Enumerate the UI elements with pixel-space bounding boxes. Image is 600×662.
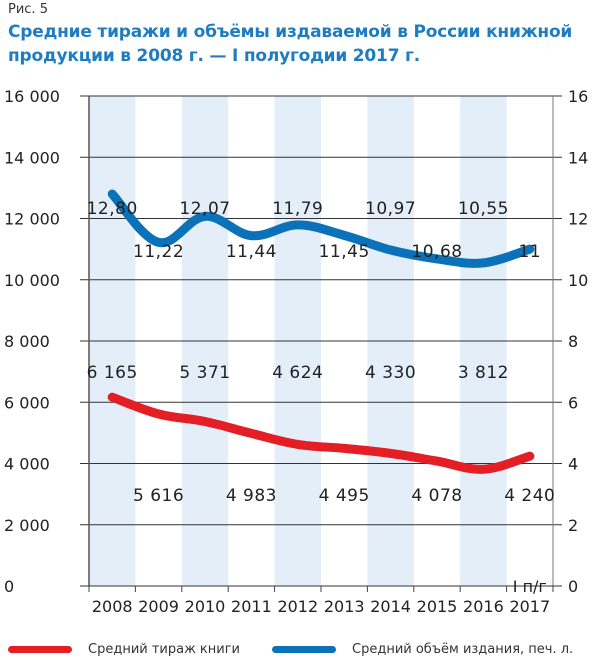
left-tick-label: 12 000 [4, 210, 60, 229]
volume-label-2009: 11,22 [133, 242, 184, 262]
legend-label-volume: Средний объём издания, печ. л. [352, 641, 574, 657]
x-tick-label: 2014 [370, 597, 411, 616]
volume-label-2008: 12,80 [87, 199, 138, 219]
circulation-label-2015: 4 078 [411, 486, 462, 506]
left-tick-label: 14 000 [4, 148, 60, 167]
x-tick-label: 2017 [509, 597, 550, 616]
x-tick-label: 2013 [324, 597, 365, 616]
legend: Средний тираж книги Средний объём издани… [0, 638, 600, 660]
left-tick-label: 6 000 [4, 393, 50, 412]
gridlines [80, 95, 562, 526]
x-tick-label: 2016 [463, 597, 504, 616]
x-axis-ticks: 2008 2009 2010 2011 2012 2013 2014 2015 2016 2017… [88, 577, 554, 616]
x-tick-label: 2008 [92, 597, 133, 616]
volume-label-2010: 12,07 [179, 199, 230, 219]
volume-label-2016: 10,55 [458, 199, 509, 219]
circulation-label-2011: 4 983 [226, 486, 277, 506]
volume-line [107, 189, 535, 268]
x-tick-label: 2012 [277, 597, 318, 616]
left-tick-label: 10 000 [4, 271, 60, 290]
left-axis-ticks: 0 2 000 4 000 6 000 8 000 10 000 12 000 14 000 1… [4, 87, 60, 596]
legend-swatch-circulation [8, 645, 72, 653]
circulation-label-2016: 3 812 [458, 363, 509, 383]
volume-label-2017: 11 [518, 242, 541, 262]
circulation-label-2009: 5 616 [133, 486, 184, 506]
circulation-label-2012: 4 624 [272, 363, 323, 383]
right-tick-label: 2 [568, 516, 578, 535]
right-tick-label: 12 [568, 210, 588, 229]
volume-label-2013: 11,45 [319, 242, 370, 262]
circulation-label-2017: 4 240 [504, 486, 555, 506]
volume-label-2011: 11,44 [226, 242, 277, 262]
right-tick-label: 10 [568, 271, 588, 290]
circulation-label-2008: 6 165 [87, 363, 138, 383]
x-tick-label: 2011 [231, 597, 272, 616]
chart-title: Средние тиражи и объёмы издаваемой в Рос… [8, 22, 573, 66]
left-tick-label: 2 000 [4, 516, 50, 535]
volume-label-2015: 10,68 [411, 242, 462, 262]
x-annotation-label: I п/г [513, 577, 547, 596]
right-tick-label: 14 [568, 148, 588, 167]
right-tick-label: 8 [568, 332, 578, 351]
chart-canvas: 0 2 000 4 000 6 000 8 000 10 000 12 000 14 000 1… [4, 87, 588, 616]
legend-swatch-volume [272, 645, 336, 653]
left-tick-label: 8 000 [4, 332, 50, 351]
figure-label: Рис. 5 [8, 2, 48, 17]
left-tick-label: 0 [4, 577, 14, 596]
left-tick-label: 16 000 [4, 87, 60, 106]
circulation-label-2013: 4 495 [319, 486, 370, 506]
legend-label-circulation: Средний тираж книги [88, 641, 241, 657]
circulation-label-2014: 4 330 [365, 363, 416, 383]
circulation-label-2010: 5 371 [179, 363, 230, 383]
right-axis-ticks: 0 2 4 6 8 10 12 14 16 [568, 87, 588, 596]
legend-item-volume: Средний объём издания, печ. л. [272, 638, 573, 660]
legend-item-circulation: Средний тираж книги [8, 638, 240, 660]
left-tick-label: 4 000 [4, 455, 50, 474]
x-tick-label: 2009 [138, 597, 179, 616]
circulation-line [107, 392, 535, 474]
x-tick-label: 2010 [185, 597, 226, 616]
data-labels: 6 165 5 616 5 371 4 983 4 624 4 495 4 330 4 078… [87, 199, 555, 506]
volume-label-2014: 10,97 [365, 199, 416, 219]
right-tick-label: 0 [568, 577, 578, 596]
x-tick-label: 2015 [417, 597, 458, 616]
right-tick-label: 4 [568, 455, 578, 474]
series-lines [107, 189, 535, 474]
right-tick-label: 6 [568, 393, 578, 412]
volume-label-2012: 11,79 [272, 199, 323, 219]
right-tick-label: 16 [568, 87, 588, 106]
